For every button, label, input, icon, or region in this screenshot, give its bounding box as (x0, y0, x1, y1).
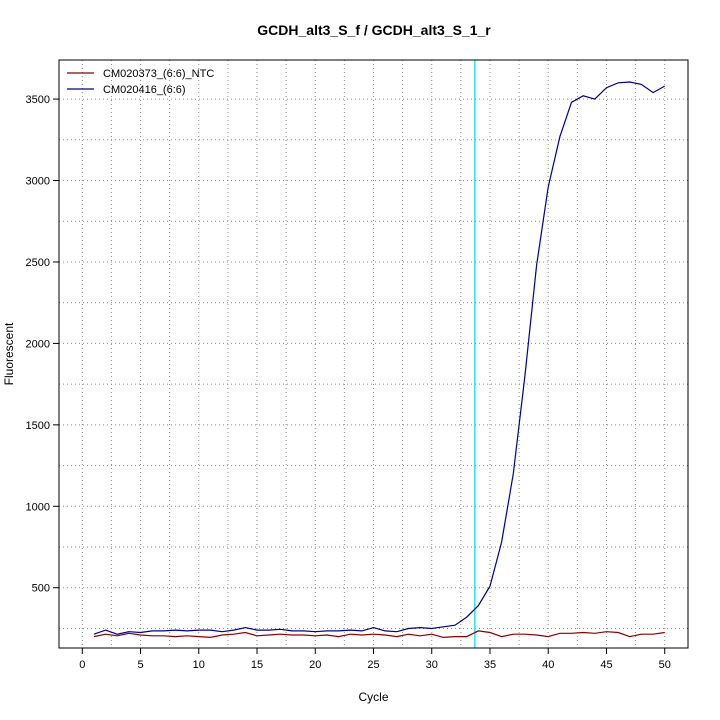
y-axis: 500 1000 1500 2000 2500 3000 3500 (26, 94, 59, 595)
y-axis-label: Fluorescent (2, 322, 16, 385)
grid (59, 60, 688, 648)
x-tick-label: 20 (309, 659, 321, 671)
x-tick-label: 45 (600, 659, 612, 671)
series-line (93, 81, 665, 635)
y-tick-label: 3500 (26, 94, 50, 106)
legend: CM020373_(6:6)_NTC CM020416_(6:6) (67, 68, 214, 96)
x-tick-label: 10 (193, 659, 205, 671)
y-tick-label: 2000 (26, 338, 50, 350)
x-tick-label: 0 (79, 659, 85, 671)
x-tick-label: 15 (251, 659, 263, 671)
x-tick-label: 50 (659, 659, 671, 671)
y-tick-label: 2500 (26, 257, 50, 269)
legend-label: CM020373_(6:6)_NTC (103, 68, 214, 80)
x-tick-label: 25 (367, 659, 379, 671)
x-axis: 0 5 10 15 20 25 30 35 40 45 50 (79, 648, 671, 671)
x-tick-label: 30 (426, 659, 438, 671)
y-tick-label: 1500 (26, 420, 50, 432)
series-lines (93, 81, 665, 639)
y-tick-label: 500 (32, 583, 50, 595)
legend-label: CM020416_(6:6) (103, 84, 186, 96)
series-line (93, 630, 665, 639)
x-tick-label: 35 (484, 659, 496, 671)
y-tick-label: 1000 (26, 501, 50, 513)
x-axis-label: Cycle (358, 690, 388, 704)
x-tick-label: 40 (542, 659, 554, 671)
chart-title: GCDH_alt3_S_f / GCDH_alt3_S_1_r (257, 22, 491, 38)
y-tick-label: 3000 (26, 176, 50, 188)
x-tick-label: 5 (137, 659, 143, 671)
